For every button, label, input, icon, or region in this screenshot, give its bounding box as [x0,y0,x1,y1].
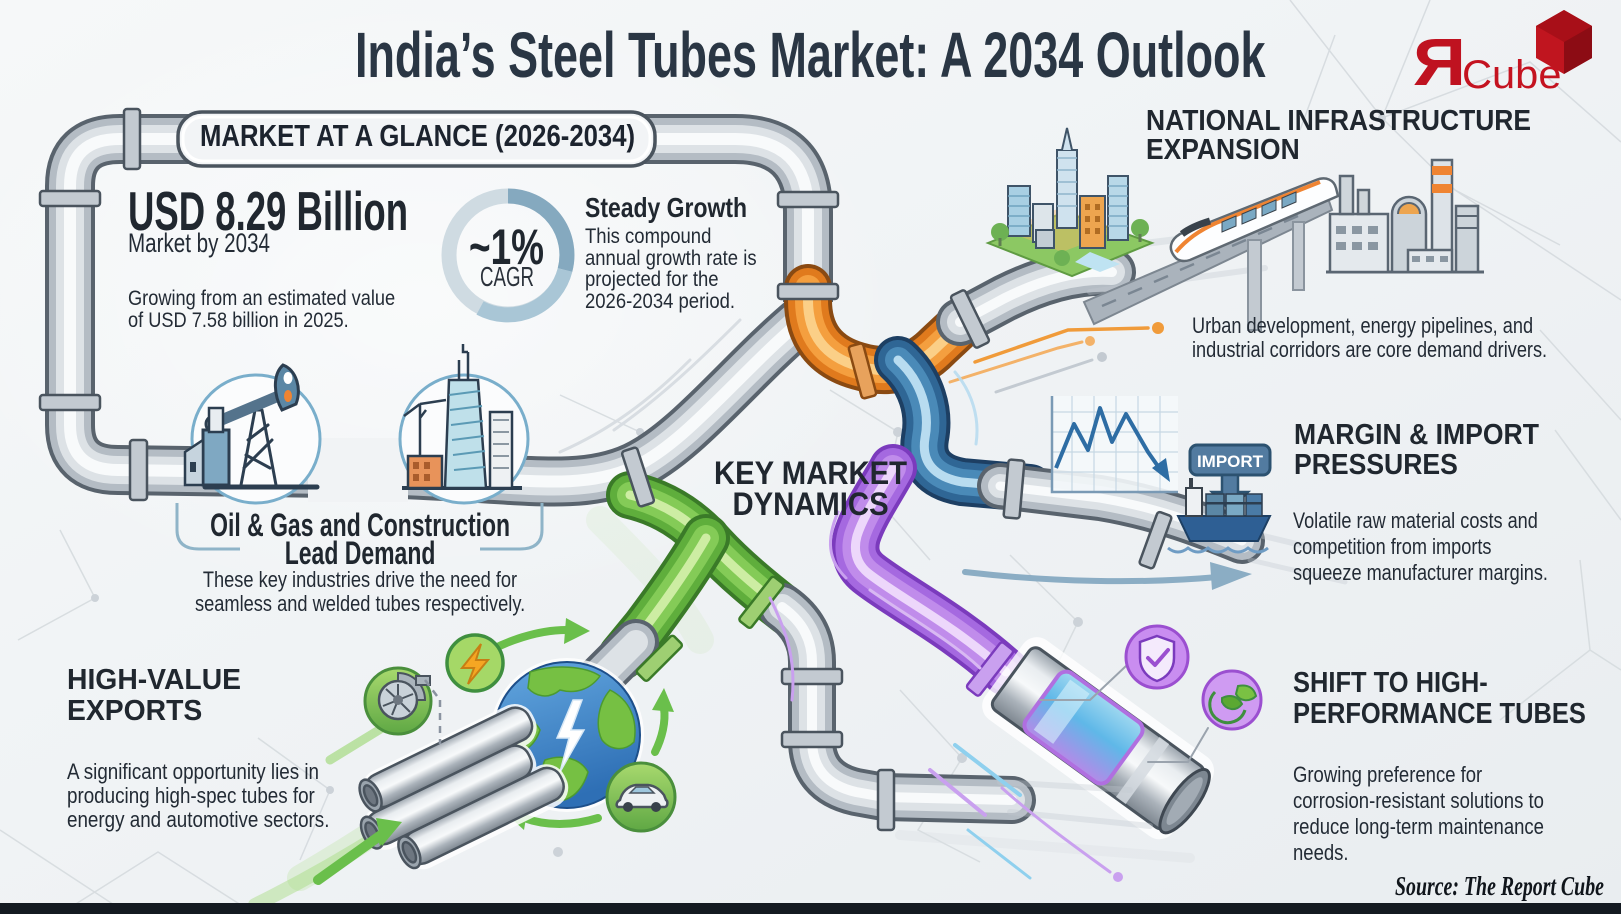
svg-text:IMPORT: IMPORT [1197,452,1264,471]
